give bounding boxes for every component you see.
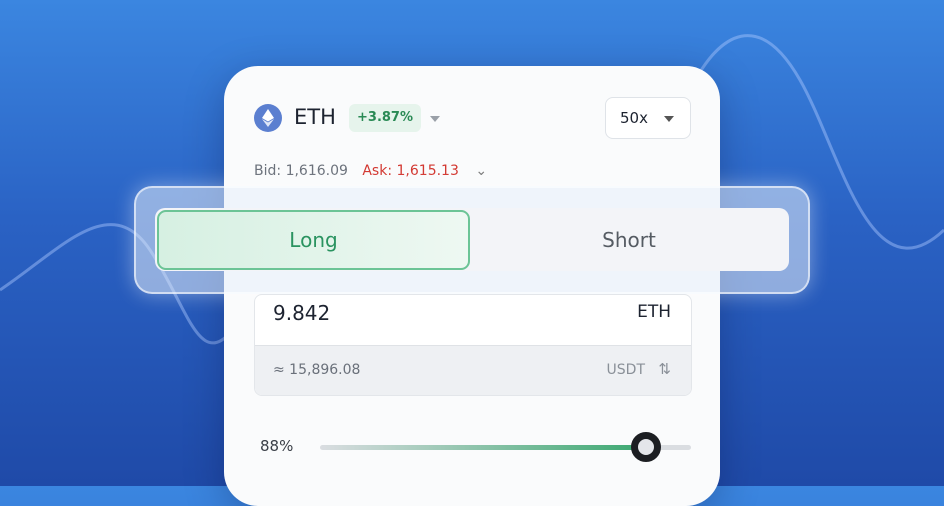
quote-expand-icon[interactable]: ⌄: [475, 163, 488, 179]
chevron-down-icon: [664, 116, 674, 122]
slider-percent: 88%: [260, 437, 294, 455]
converted-value: ≈ 15,896.08: [273, 362, 361, 378]
leverage-select[interactable]: 50x: [605, 97, 691, 139]
eth-icon: [254, 104, 282, 132]
quote-row: Bid: 1,616.09 Ask: 1,615.13 ⌄: [254, 163, 487, 179]
change-badge: +3.87%: [349, 104, 421, 132]
asset-symbol[interactable]: ETH: [294, 105, 336, 129]
leverage-value: 50x: [620, 109, 648, 127]
bid-value: 1,616.09: [285, 163, 348, 179]
slider-fill: [320, 445, 647, 450]
short-button[interactable]: Short: [602, 228, 656, 252]
size-slider[interactable]: [320, 432, 691, 462]
asset-dropdown-icon[interactable]: [430, 116, 440, 122]
bid-label: Bid:: [254, 163, 282, 179]
converted-unit: USDT: [606, 362, 645, 378]
swap-icon[interactable]: ⇅: [658, 360, 671, 378]
ask-value: 1,615.13: [396, 163, 459, 179]
converted-row: ≈ 15,896.08 USDT ⇅: [255, 345, 691, 395]
amount-unit: ETH: [637, 302, 671, 322]
amount-input[interactable]: 9.842 ETH ≈ 15,896.08 USDT ⇅: [254, 294, 692, 396]
amount-value[interactable]: 9.842: [273, 301, 331, 325]
long-button[interactable]: Long: [157, 210, 470, 270]
ask-label: Ask:: [362, 163, 393, 179]
slider-thumb[interactable]: [631, 432, 662, 462]
